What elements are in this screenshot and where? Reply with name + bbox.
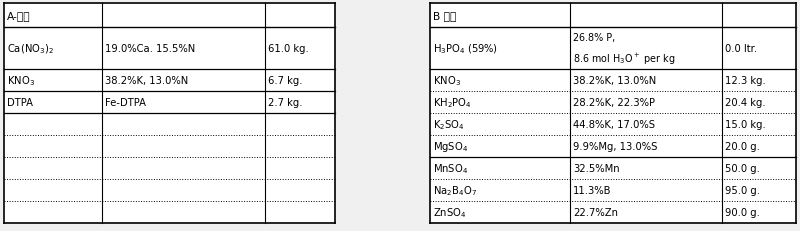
- Text: 95.0 g.: 95.0 g.: [725, 185, 760, 195]
- Text: 11.3%B: 11.3%B: [573, 185, 611, 195]
- Text: Fe-DTPA: Fe-DTPA: [105, 97, 146, 108]
- Text: 32.5%Mn: 32.5%Mn: [573, 163, 620, 173]
- Text: MgSO$_4$: MgSO$_4$: [433, 139, 468, 153]
- Text: ZnSO$_4$: ZnSO$_4$: [433, 205, 466, 219]
- Bar: [430, 4, 796, 223]
- Text: 8.6 mol H$_3$O$^+$ per kg: 8.6 mol H$_3$O$^+$ per kg: [573, 52, 675, 67]
- Text: 15.0 kg.: 15.0 kg.: [725, 119, 766, 129]
- Text: Na$_2$B$_4$O$_7$: Na$_2$B$_4$O$_7$: [433, 183, 477, 197]
- Text: 61.0 kg.: 61.0 kg.: [268, 44, 309, 54]
- Text: 20.0 g.: 20.0 g.: [725, 141, 760, 151]
- Text: 20.4 kg.: 20.4 kg.: [725, 97, 766, 108]
- Text: Ca(NO$_3$)$_2$: Ca(NO$_3$)$_2$: [7, 42, 54, 56]
- Text: 90.0 g.: 90.0 g.: [725, 207, 760, 217]
- Text: 12.3 kg.: 12.3 kg.: [725, 76, 766, 86]
- Text: H$_3$PO$_4$ (59%): H$_3$PO$_4$ (59%): [433, 42, 498, 56]
- Text: MnSO$_4$: MnSO$_4$: [433, 161, 468, 175]
- Text: 2.7 kg.: 2.7 kg.: [268, 97, 302, 108]
- Text: 0.0 ltr.: 0.0 ltr.: [725, 44, 757, 54]
- Text: 22.7%Zn: 22.7%Zn: [573, 207, 618, 217]
- Text: A-溶液: A-溶液: [7, 11, 30, 21]
- Text: KNO$_3$: KNO$_3$: [7, 74, 35, 88]
- Text: 26.8% P,: 26.8% P,: [573, 33, 615, 43]
- Text: B 溶液: B 溶液: [433, 11, 456, 21]
- Text: 28.2%K, 22.3%P: 28.2%K, 22.3%P: [573, 97, 655, 108]
- Text: 38.2%K, 13.0%N: 38.2%K, 13.0%N: [573, 76, 656, 86]
- Text: 6.7 kg.: 6.7 kg.: [268, 76, 302, 86]
- Text: 9.9%Mg, 13.0%S: 9.9%Mg, 13.0%S: [573, 141, 658, 151]
- Text: 19.0%Ca. 15.5%N: 19.0%Ca. 15.5%N: [105, 44, 195, 54]
- Text: 38.2%K, 13.0%N: 38.2%K, 13.0%N: [105, 76, 188, 86]
- Bar: [4, 4, 335, 223]
- Text: KNO$_3$: KNO$_3$: [433, 74, 461, 88]
- Text: DTPA: DTPA: [7, 97, 33, 108]
- Text: 44.8%K, 17.0%S: 44.8%K, 17.0%S: [573, 119, 655, 129]
- Text: KH$_2$PO$_4$: KH$_2$PO$_4$: [433, 96, 472, 109]
- Text: 50.0 g.: 50.0 g.: [725, 163, 760, 173]
- Text: K$_2$SO$_4$: K$_2$SO$_4$: [433, 118, 465, 131]
